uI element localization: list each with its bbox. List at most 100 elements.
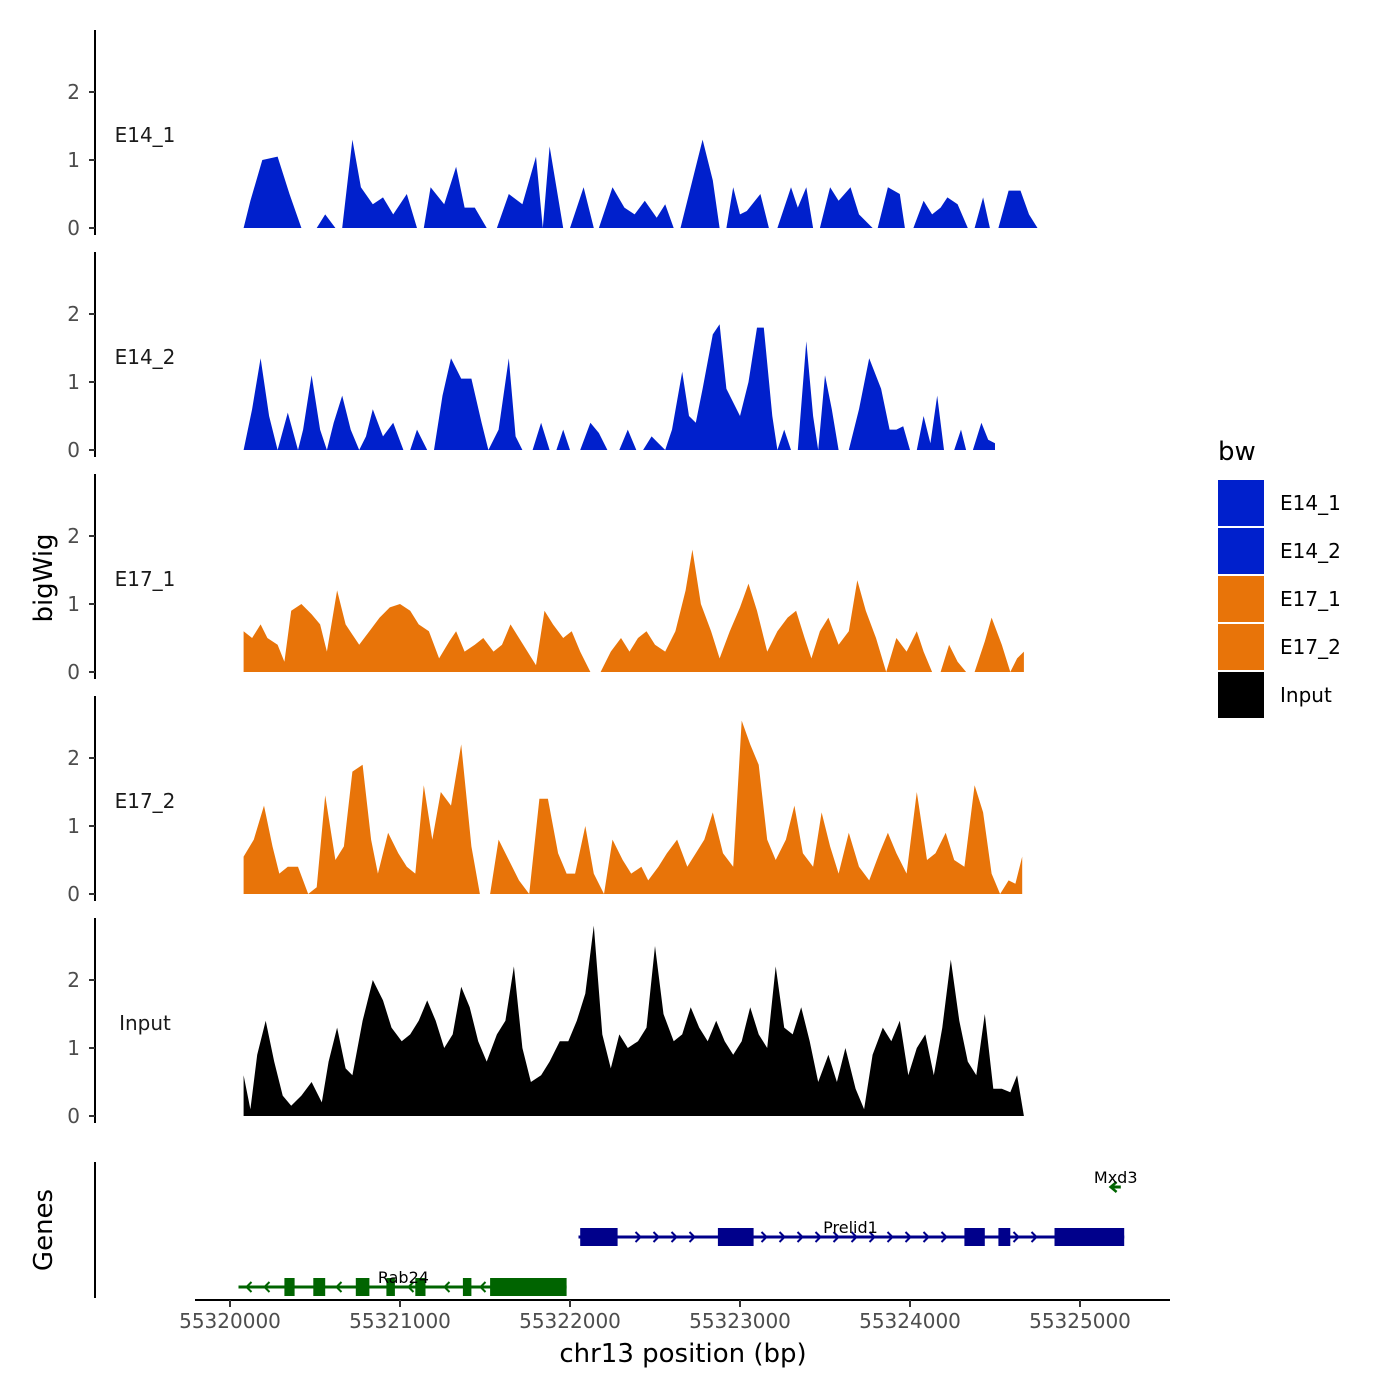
- legend-title: bw: [1218, 437, 1256, 467]
- strand-arrow: [443, 1281, 451, 1293]
- strand-arrow: [652, 1231, 660, 1243]
- legend-entry-Input: Input: [1218, 672, 1332, 718]
- exon: [462, 1278, 472, 1296]
- strand-arrow: [832, 1231, 840, 1243]
- tracks-layer: 0 1 2 E14_1 0 1 2 E14_2 0 1 2 E17_1 0 1 2 E17_2 0 1 2 Input: [67, 30, 1048, 1128]
- signal-area-E14_1: [243, 139, 1048, 228]
- x-tick-label: 55324000: [859, 1309, 961, 1333]
- gene-Prelid1: Prelid1: [578, 1218, 1125, 1246]
- exon: [284, 1278, 295, 1296]
- y-tick-label: 2: [67, 302, 80, 326]
- legend-swatch: [1218, 480, 1264, 526]
- exon: [386, 1278, 395, 1296]
- y-tick-label: 1: [67, 814, 80, 838]
- legend-swatch: [1218, 624, 1264, 670]
- y-tick-label: 1: [67, 1036, 80, 1060]
- gene-label: Prelid1: [823, 1218, 878, 1237]
- gene-Mxd3: Mxd3: [1094, 1168, 1138, 1193]
- y-tick-label: 0: [67, 660, 80, 684]
- signal-area-Input: [243, 925, 1024, 1116]
- x-axis-title: chr13 position (bp): [559, 1339, 806, 1369]
- legend-label: Input: [1280, 683, 1332, 707]
- strand-arrow: [1012, 1231, 1020, 1243]
- legend-entry-E14_2: E14_2: [1218, 528, 1341, 574]
- exon: [964, 1228, 985, 1246]
- strand-arrow: [778, 1231, 786, 1243]
- signal-area-E17_2: [243, 720, 1023, 894]
- strand-arrow: [245, 1281, 253, 1293]
- strand-arrow: [904, 1231, 912, 1243]
- strand-arrow: [850, 1231, 858, 1243]
- legend-label: E17_2: [1280, 635, 1341, 659]
- exon: [1054, 1228, 1125, 1246]
- track-label: E14_1: [115, 123, 176, 147]
- y-tick-label: 2: [67, 968, 80, 992]
- strand-arrow: [670, 1231, 678, 1243]
- strand-arrow: [1030, 1231, 1038, 1243]
- exon: [490, 1278, 567, 1296]
- y-tick-label: 2: [67, 746, 80, 770]
- x-tick-label: 55322000: [519, 1309, 621, 1333]
- x-tick-label: 55320000: [179, 1309, 281, 1333]
- exon: [313, 1278, 326, 1296]
- legend-entry-E17_1: E17_1: [1218, 576, 1341, 622]
- y-tick-label: 1: [67, 592, 80, 616]
- strand-arrow: [814, 1231, 822, 1243]
- strand-arrow: [760, 1231, 768, 1243]
- genes-layer: Mxd3 Prelid1 Rab24: [94, 1162, 1138, 1298]
- legend-entry-E14_1: E14_1: [1218, 480, 1341, 526]
- legend-label: E17_1: [1280, 587, 1341, 611]
- y-tick-label: 2: [67, 80, 80, 104]
- x-tick-label: 55323000: [689, 1309, 791, 1333]
- strand-arrow: [796, 1231, 804, 1243]
- y-tick-label: 0: [67, 1104, 80, 1128]
- genes-axis-title: Genes: [29, 1189, 59, 1271]
- track-E17_1: 0 1 2 E17_1: [67, 474, 1024, 684]
- y-tick-label: 0: [67, 882, 80, 906]
- strand-arrow: [940, 1231, 948, 1243]
- track-label: E14_2: [115, 345, 176, 369]
- track-E14_2: 0 1 2 E14_2: [67, 252, 996, 462]
- track-E17_2: 0 1 2 E17_2: [67, 696, 1023, 906]
- legend-swatch: [1218, 576, 1264, 622]
- track-label: Input: [119, 1011, 171, 1035]
- gene-label: Mxd3: [1094, 1168, 1138, 1187]
- gene-label: Rab24: [378, 1268, 429, 1287]
- y-tick-label: 1: [67, 370, 80, 394]
- exon: [998, 1228, 1011, 1246]
- legend-label: E14_1: [1280, 491, 1341, 515]
- strand-arrow: [868, 1231, 876, 1243]
- strand-arrow: [407, 1281, 415, 1293]
- legend-label: E14_2: [1280, 539, 1341, 563]
- exon: [717, 1228, 754, 1246]
- x-ticks: 55320000 55321000 55322000 55323000 55324000…: [179, 1300, 1131, 1333]
- y-tick-label: 0: [67, 216, 80, 240]
- y-tick-label: 2: [67, 524, 80, 548]
- strand-arrow: [335, 1281, 343, 1293]
- exon: [415, 1278, 426, 1296]
- x-tick-label: 55325000: [1029, 1309, 1131, 1333]
- strand-arrow: [479, 1281, 487, 1293]
- strand-arrow: [886, 1231, 894, 1243]
- signal-area-E17_1: [243, 549, 1024, 672]
- strand-arrow: [1108, 1181, 1118, 1193]
- x-tick-label: 55321000: [349, 1309, 451, 1333]
- legend: bw E14_1 E14_2 E17_1 E17_2 Input: [1218, 437, 1341, 718]
- legend-swatch: [1218, 528, 1264, 574]
- legend-swatch: [1218, 672, 1264, 718]
- track-label: E17_2: [115, 789, 176, 813]
- track-E14_1: 0 1 2 E14_1: [67, 30, 1048, 240]
- y-tick-label: 0: [67, 438, 80, 462]
- strand-arrow: [634, 1231, 642, 1243]
- legend-entries: E14_1 E14_2 E17_1 E17_2 Input: [1218, 480, 1341, 718]
- track-Input: 0 1 2 Input: [67, 918, 1024, 1128]
- strand-arrow: [922, 1231, 930, 1243]
- legend-entry-E17_2: E17_2: [1218, 624, 1341, 670]
- y-axis-title: bigWig: [29, 533, 59, 622]
- gene-Rab24: Rab24: [238, 1268, 567, 1296]
- strand-arrow: [263, 1281, 271, 1293]
- track-label: E17_1: [115, 567, 176, 591]
- x-axis: 55320000 55321000 55322000 55323000 55324000…: [179, 1299, 1170, 1369]
- signal-area-E14_2: [243, 324, 996, 450]
